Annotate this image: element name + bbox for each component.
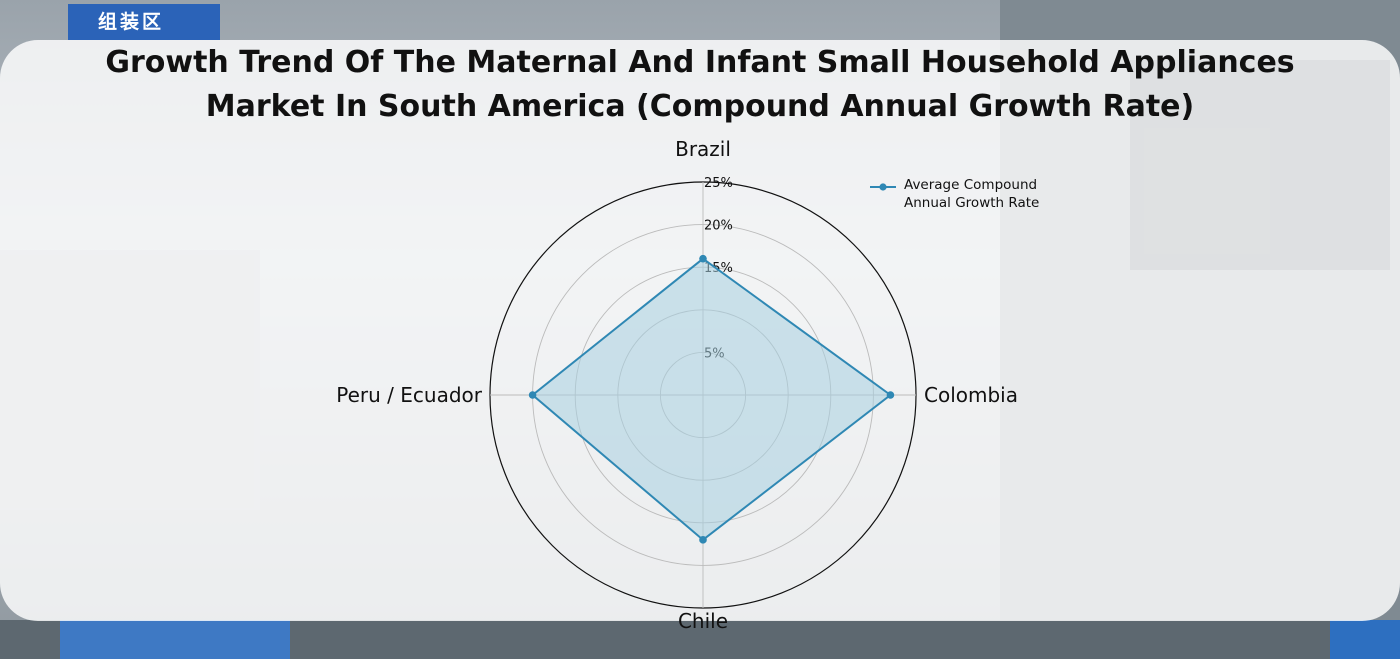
category-label-colombia: Colombia (924, 383, 1018, 407)
series-area-0 (531, 257, 893, 542)
radial-tick-label: 25% (704, 176, 733, 191)
legend-swatch (870, 183, 896, 191)
category-label-brazil: Brazil (675, 137, 731, 161)
chart-title: Growth Trend Of The Maternal And Infant … (0, 41, 1400, 129)
chart-legend: Average Compound Annual Growth Rate (870, 176, 1054, 212)
chart-title-line-1: Growth Trend Of The Maternal And Infant … (105, 45, 1295, 80)
category-label-chile: Chile (678, 609, 728, 633)
data-point-brazil (699, 254, 707, 263)
data-point-peru-ecuador (528, 391, 537, 399)
assembly-area-sign: 组装区 (68, 4, 220, 40)
radial-tick-label: 20% (704, 219, 733, 234)
data-point-colombia (886, 391, 895, 399)
data-point-chile (699, 536, 707, 544)
category-label-peru-ecuador: Peru / Ecuador (336, 383, 483, 407)
chart-title-line-2: Market In South America (Compound Annual… (205, 89, 1195, 124)
legend-label: Average Compound Annual Growth Rate (904, 177, 1040, 211)
